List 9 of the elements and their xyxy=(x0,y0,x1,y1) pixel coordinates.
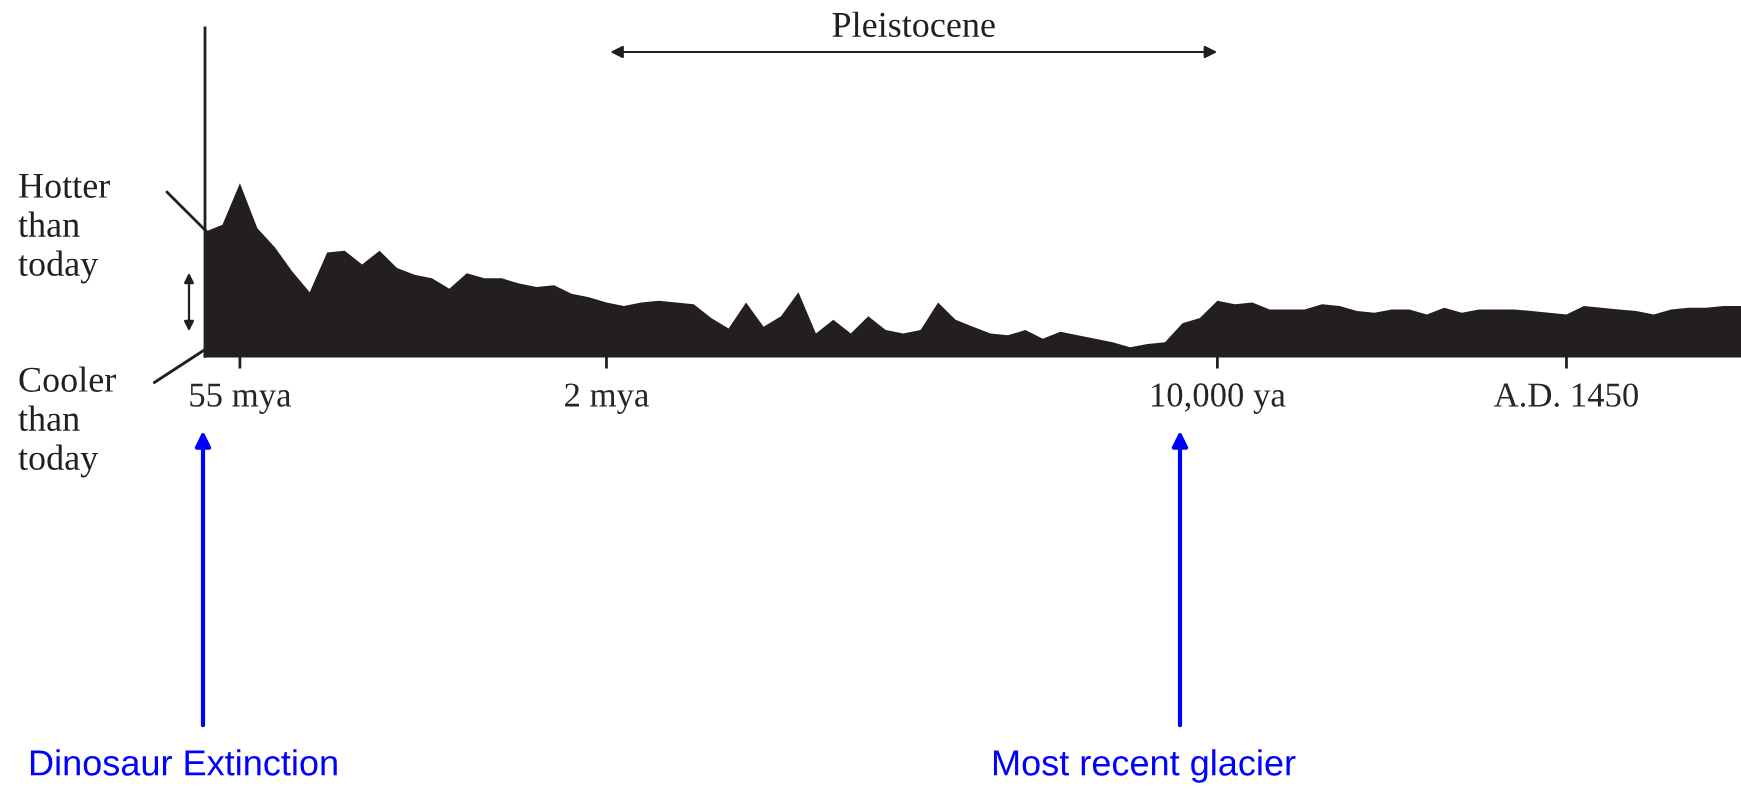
x-tick-label: 2 mya xyxy=(565,383,649,414)
text: Most recent glacier xyxy=(993,749,1296,783)
text: Hotter than today xyxy=(18,173,110,284)
text: Pleistocene xyxy=(832,11,995,38)
x-tick-label: A.D. 1450 xyxy=(1493,383,1638,407)
text: Cooler than today xyxy=(18,366,116,478)
x-tick-label: 10,000 ya xyxy=(1151,383,1286,414)
text: Dinosaur Extinction xyxy=(30,749,337,776)
x-tick-label: 55 mya xyxy=(190,383,292,414)
